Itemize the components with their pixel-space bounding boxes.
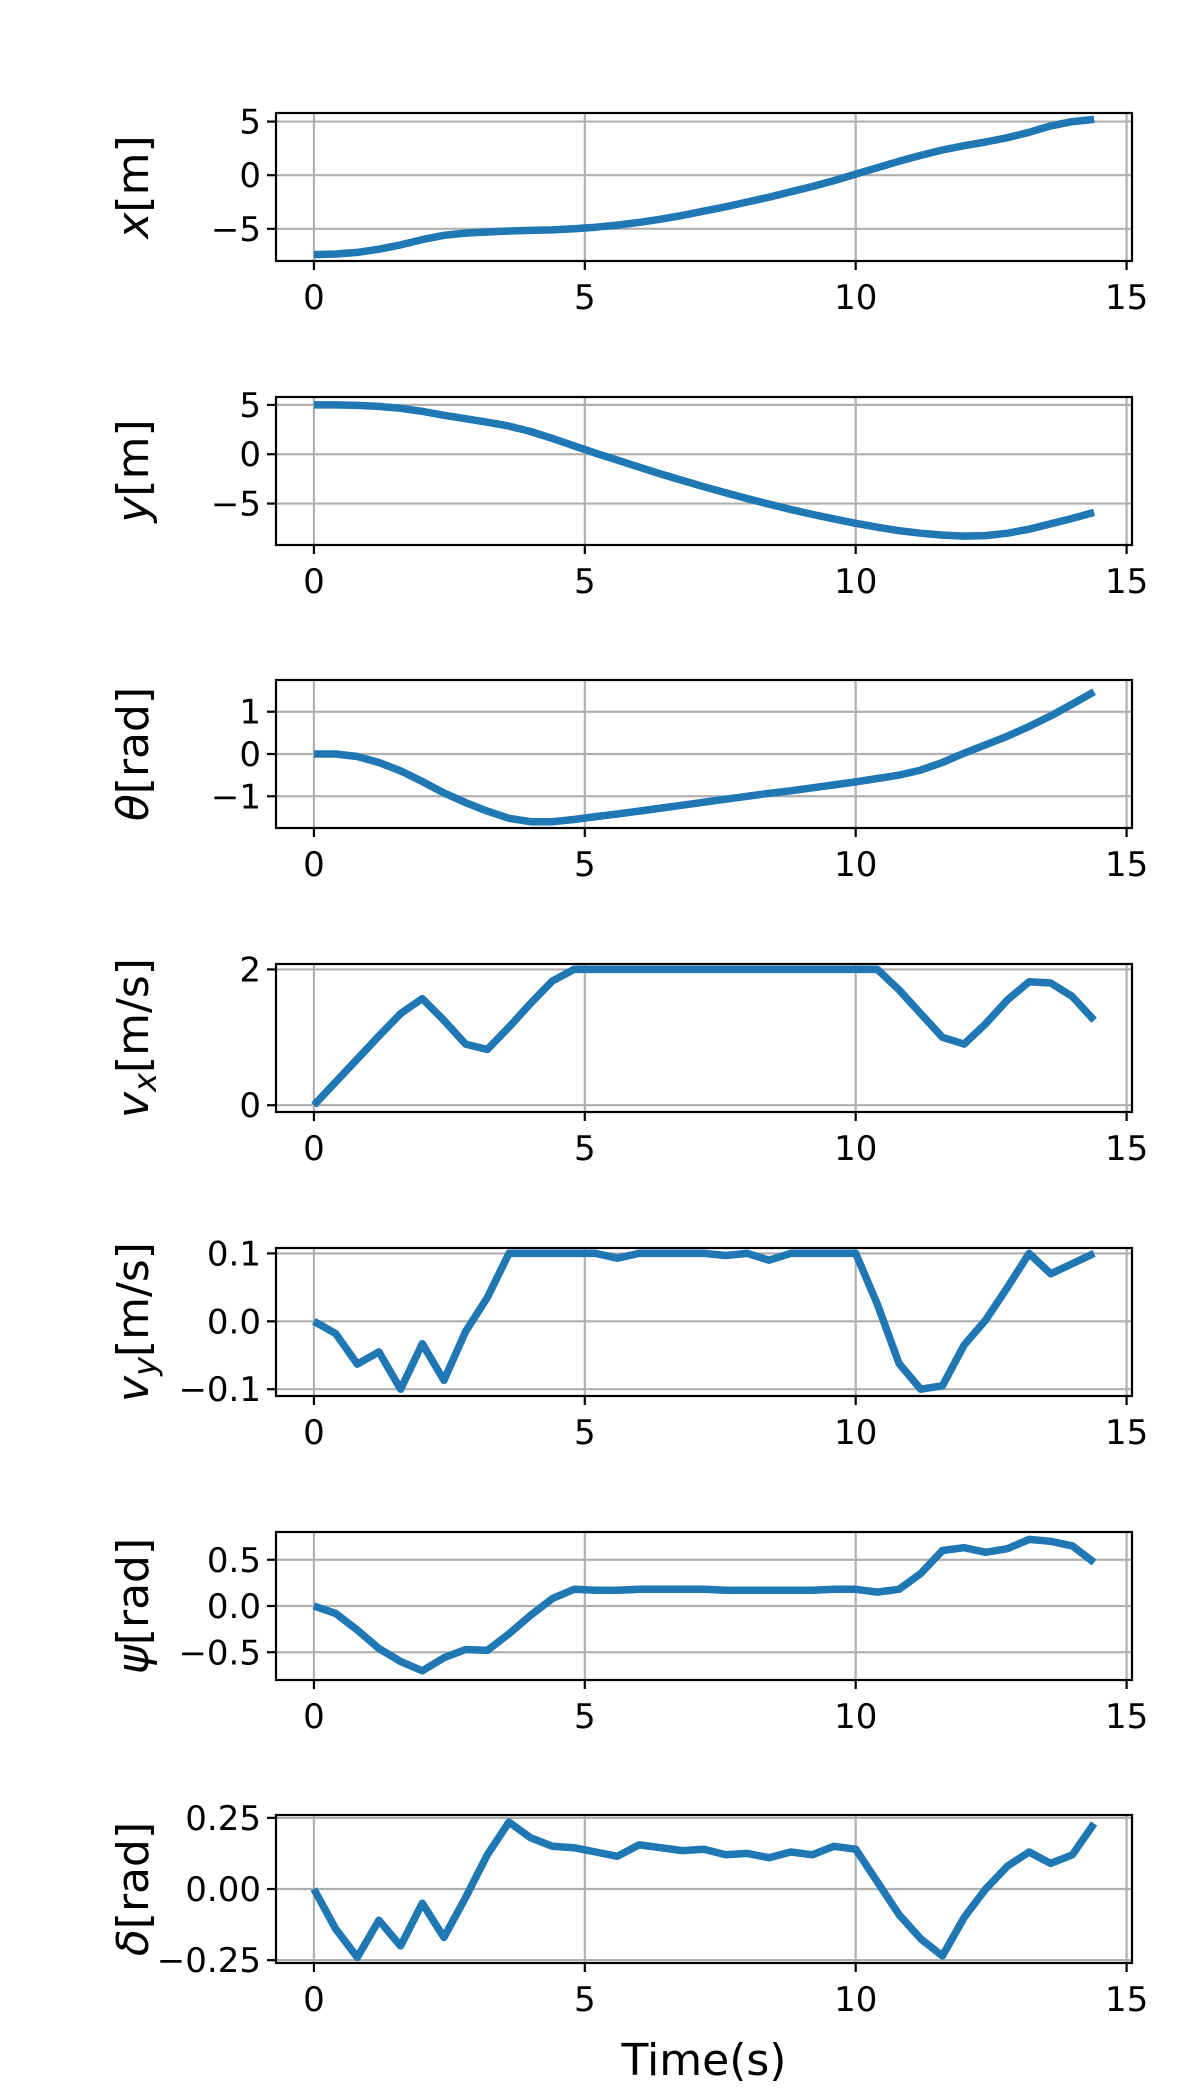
subplot-1: 0 5 10 15 5 0 −5 x[m] [108,103,1148,318]
y-axis-label: vx[m/s] [108,958,164,1118]
y-axis-label: ψ[rad] [108,1538,159,1674]
subplot-7: 0 5 10 15 0.25 0.00 −0.25δ[rad] Time(s) [108,1799,1148,2086]
x-tick-label: 0 [303,1697,325,1737]
y-tick-label: −1 [211,777,261,817]
y-tick-label: −5 [211,210,261,250]
series-line [313,115,1095,259]
subplot-6: 0 5 10 15 0.5 0.0 −0.5 ψ[rad] [108,1530,1148,1737]
y-tick-label: 0.0 [207,1302,261,1342]
x-tick-label: 15 [1105,1413,1148,1453]
y-axis-label: vy[m/s] [108,1242,164,1402]
axes-frame [274,111,1134,263]
x-tick-label: 10 [834,1980,877,2020]
y-axis-label: δ[rad] [108,1822,159,1956]
y-tick-label: −5 [211,485,261,525]
series-line [312,1535,1097,1675]
x-tick-label: 5 [574,1129,596,1169]
x-tick-label: 10 [834,845,877,885]
x-tick-label: 15 [1105,1980,1148,2020]
y-tick-label: 0.1 [207,1234,261,1274]
x-tick-label: 15 [1105,1129,1148,1169]
y-tick-label: 0.00 [185,1870,261,1910]
y-tick-label: 5 [239,103,261,143]
y-tick-label: −0.5 [178,1633,261,1673]
x-tick-label: 15 [1105,278,1148,318]
axes-frame [274,395,1134,547]
y-tick-label: 0 [239,1086,261,1126]
x-tick-label: 0 [303,1413,325,1453]
y-tick-label: 0 [239,735,261,775]
x-axis-label: Time(s) [621,2035,787,2086]
series-line [313,401,1096,540]
x-tick-label: 5 [574,1697,596,1737]
x-tick-label: 10 [834,1697,877,1737]
y-tick-label: 2 [239,950,261,990]
x-tick-label: 10 [834,1129,877,1169]
x-tick-label: 0 [303,562,325,602]
subplot-5: 0 5 10 15 0.1 0.0 −0.1 vy[m/s] [108,1234,1148,1453]
y-tick-label: −0.25 [157,1941,261,1981]
y-tick-label: 0 [239,156,261,196]
x-tick-label: 0 [303,1980,325,2020]
y-tick-label: 0 [239,435,261,475]
x-tick-label: 5 [574,1413,596,1453]
series-line [312,1249,1096,1393]
y-tick-label: 0.25 [185,1799,261,1839]
y-axis-label: θ[rad] [108,687,159,821]
y-axis-label: x[m] [108,135,159,240]
x-tick-label: 10 [834,562,877,602]
x-tick-label: 5 [574,845,596,885]
series-line [313,688,1096,826]
y-axis-label: y[m] [108,419,159,524]
y-tick-label: 1 [239,693,261,733]
x-tick-label: 0 [303,278,325,318]
axes-frame [274,962,1134,1114]
y-tick-label: 0.0 [207,1587,261,1627]
x-tick-label: 15 [1105,845,1148,885]
y-tick-label: 0.5 [207,1541,261,1581]
x-tick-label: 10 [834,1413,877,1453]
x-tick-label: 15 [1105,1697,1148,1737]
series-line [310,1818,1098,1962]
x-tick-label: 5 [574,1980,596,2020]
x-tick-label: 0 [303,845,325,885]
subplot-2: 0 5 10 15 5 0 −5 y[m] [108,386,1148,602]
x-tick-label: 5 [574,278,596,318]
x-tick-label: 0 [303,1129,325,1169]
x-tick-label: 15 [1105,562,1148,602]
series-line [311,965,1097,1108]
x-tick-label: 5 [574,562,596,602]
x-tick-label: 10 [834,278,877,318]
y-tick-label: −0.1 [178,1370,261,1410]
y-tick-label: 5 [239,386,261,426]
